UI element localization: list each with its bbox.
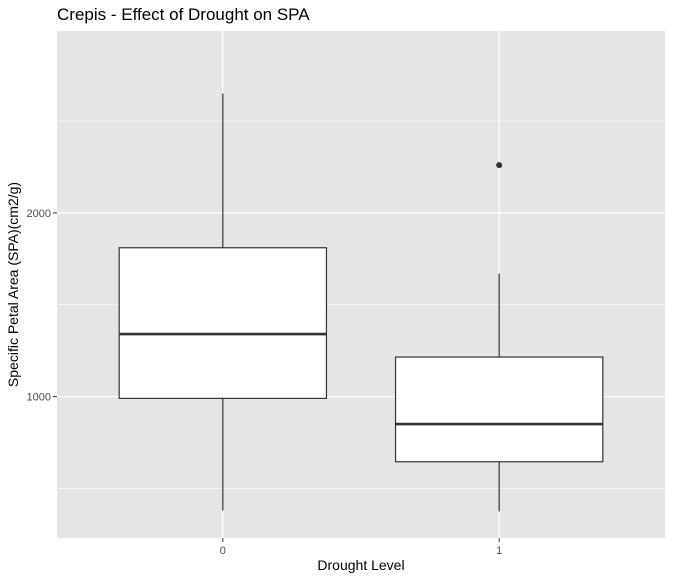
- x-axis-title: Drought Level: [317, 557, 404, 573]
- y-axis-title: Specific Petal Area (SPA)(cm2/g): [5, 182, 21, 387]
- iqr-box: [118, 247, 328, 399]
- y-tick-label: 2000: [27, 208, 51, 220]
- iqr-box: [394, 356, 604, 463]
- boxplots: [118, 93, 604, 512]
- chart-title: Crepis - Effect of Drought on SPA: [57, 5, 310, 24]
- boxplot-0: [118, 93, 328, 511]
- y-tick-label: 1000: [27, 392, 51, 404]
- outlier-point: [496, 162, 503, 169]
- x-tick-label: 0: [220, 545, 226, 557]
- x-tick-label: 1: [496, 545, 502, 557]
- y-axis: 1000 2000: [27, 208, 57, 404]
- boxplot-1: [394, 162, 604, 512]
